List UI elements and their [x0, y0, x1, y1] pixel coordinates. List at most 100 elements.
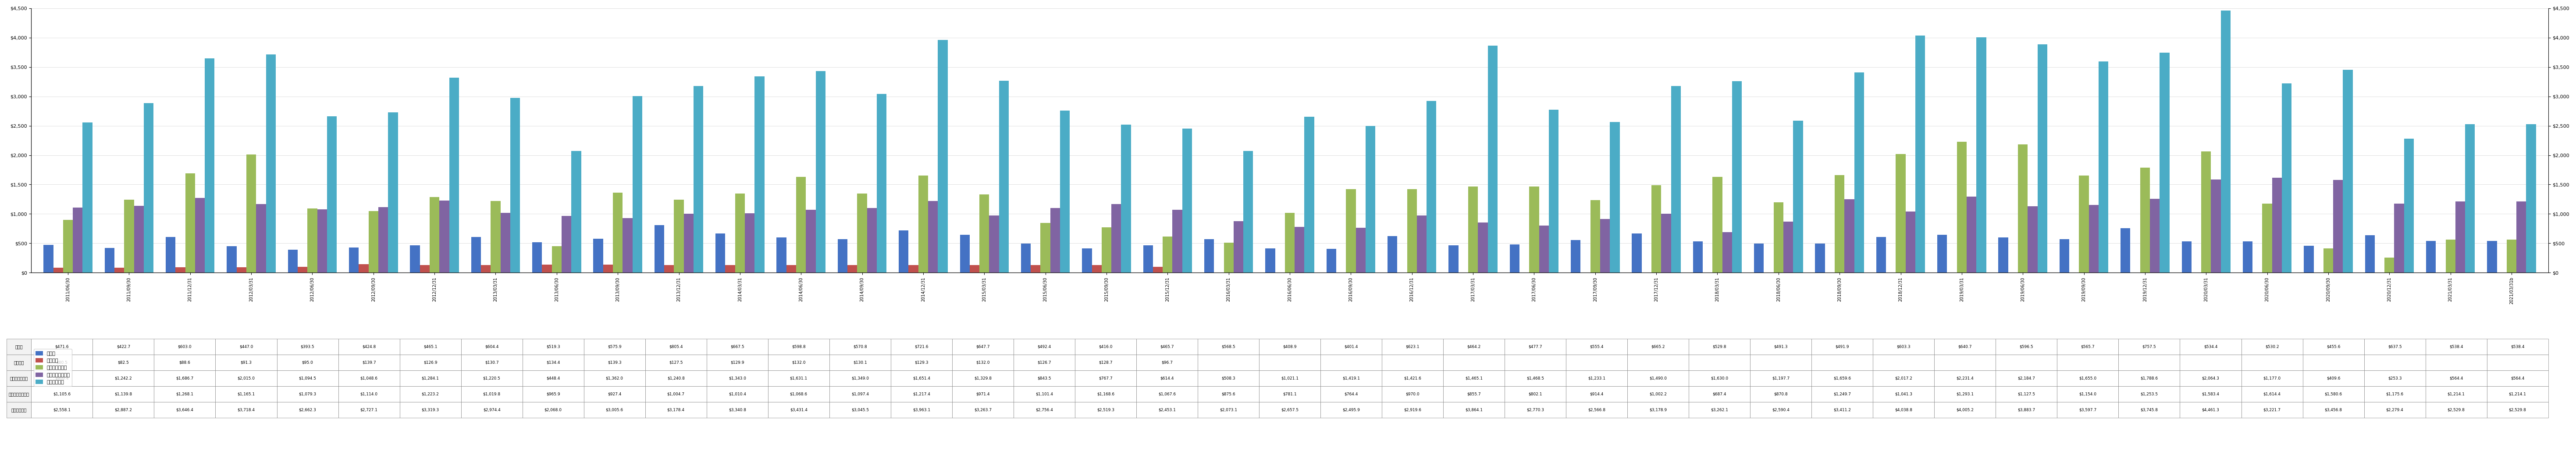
Bar	[1388, 236, 1396, 273]
Bar	[62, 219, 72, 273]
Bar	[1061, 111, 1069, 273]
Bar	[1855, 72, 1865, 273]
Bar	[1162, 236, 1172, 273]
Bar	[206, 58, 214, 273]
Bar	[1303, 117, 1314, 273]
Bar	[1538, 226, 1548, 273]
Bar	[1731, 81, 1741, 273]
Bar	[440, 201, 448, 273]
Bar	[1844, 199, 1855, 273]
Bar	[541, 265, 551, 273]
Bar	[307, 208, 317, 273]
Bar	[1600, 219, 1610, 273]
Bar	[2455, 201, 2465, 273]
Bar	[909, 265, 917, 273]
Bar	[44, 245, 54, 273]
Bar	[675, 200, 683, 273]
Bar	[1976, 38, 1986, 273]
Bar	[1917, 35, 1924, 273]
Bar	[2445, 239, 2455, 273]
Bar	[2151, 199, 2159, 273]
Bar	[533, 242, 541, 273]
Legend: 買掛金, 繰延収益, 短期有利子負債, その他の流動負債, 流動負債合計: 買掛金, 繰延収益, 短期有利子負債, その他の流動負債, 流動負債合計	[33, 349, 72, 386]
Bar	[1203, 239, 1213, 273]
Bar	[489, 201, 500, 273]
Bar	[1489, 46, 1497, 273]
Bar	[165, 237, 175, 273]
Bar	[1793, 120, 1803, 273]
Bar	[379, 207, 389, 273]
Bar	[2182, 241, 2192, 273]
Bar	[185, 173, 196, 273]
Bar	[72, 208, 82, 273]
Bar	[634, 96, 641, 273]
Bar	[2465, 124, 2476, 273]
Bar	[2120, 228, 2130, 273]
Bar	[1651, 185, 1662, 273]
Bar	[358, 265, 368, 273]
Bar	[410, 245, 420, 273]
Bar	[1347, 189, 1355, 273]
Bar	[562, 216, 572, 273]
Bar	[1041, 223, 1051, 273]
Bar	[1958, 141, 1965, 273]
Bar	[1224, 243, 1234, 273]
Bar	[327, 116, 337, 273]
Bar	[265, 54, 276, 273]
Bar	[1723, 232, 1731, 273]
Bar	[144, 103, 155, 273]
Bar	[196, 198, 206, 273]
Bar	[430, 197, 440, 273]
Bar	[1672, 86, 1680, 273]
Bar	[961, 235, 969, 273]
Bar	[786, 265, 796, 273]
Bar	[917, 176, 927, 273]
Bar	[1589, 200, 1600, 273]
Bar	[106, 248, 113, 273]
Bar	[1365, 126, 1376, 273]
Bar	[979, 195, 989, 273]
Bar	[1182, 128, 1193, 273]
Bar	[1172, 210, 1182, 273]
Bar	[2282, 83, 2293, 273]
Bar	[448, 78, 459, 273]
Bar	[482, 265, 489, 273]
Bar	[2344, 70, 2352, 273]
Bar	[2089, 205, 2099, 273]
Bar	[2262, 204, 2272, 273]
Bar	[2334, 180, 2344, 273]
Bar	[572, 151, 582, 273]
Bar	[2058, 239, 2069, 273]
Bar	[2324, 249, 2334, 273]
Bar	[969, 265, 979, 273]
Bar	[1051, 208, 1061, 273]
Bar	[54, 268, 62, 273]
Bar	[817, 71, 824, 273]
Bar	[2393, 204, 2403, 273]
Bar	[500, 213, 510, 273]
Bar	[2244, 242, 2251, 273]
Bar	[2506, 239, 2517, 273]
Bar	[471, 237, 482, 273]
Bar	[2403, 139, 2414, 273]
Bar	[848, 265, 858, 273]
Bar	[1896, 154, 1906, 273]
Bar	[2038, 45, 2048, 273]
Bar	[175, 267, 185, 273]
Bar	[665, 265, 675, 273]
Bar	[1692, 242, 1703, 273]
Bar	[1610, 122, 1620, 273]
Bar	[2517, 201, 2527, 273]
Bar	[1468, 187, 1479, 273]
Bar	[1020, 243, 1030, 273]
Bar	[1244, 151, 1252, 273]
Bar	[1092, 265, 1103, 273]
Bar	[2099, 61, 2107, 273]
Bar	[603, 265, 613, 273]
Bar	[1783, 221, 1793, 273]
Bar	[899, 230, 909, 273]
Bar	[2365, 235, 2375, 273]
Bar	[2079, 175, 2089, 273]
Bar	[726, 265, 734, 273]
Bar	[744, 213, 755, 273]
